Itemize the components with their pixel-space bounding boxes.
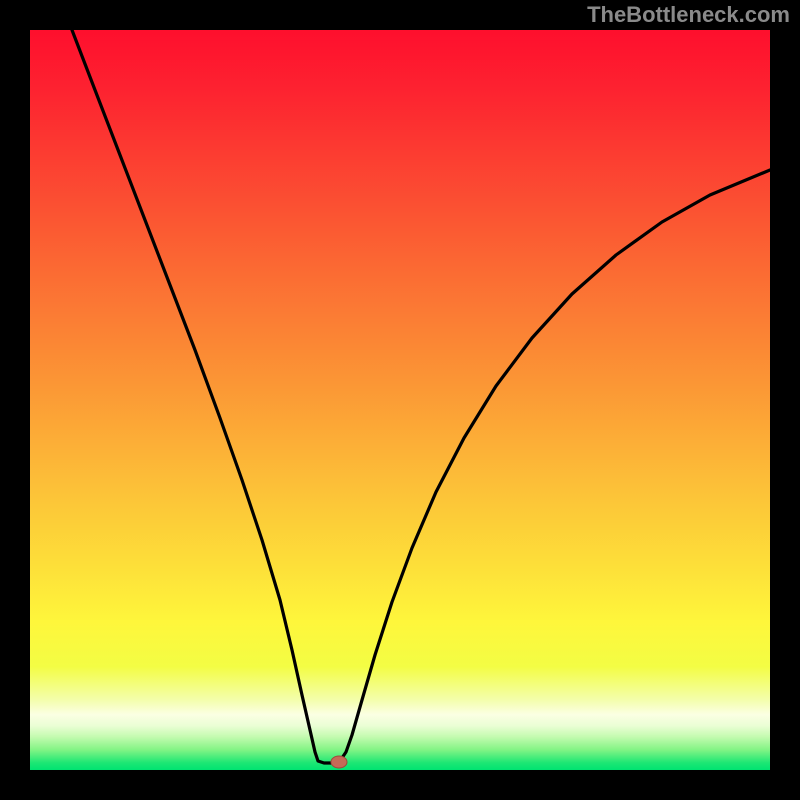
- watermark-text: TheBottleneck.com: [587, 2, 790, 28]
- plot-area: [30, 30, 770, 770]
- minimum-marker: [331, 756, 347, 768]
- chart-frame: TheBottleneck.com: [0, 0, 800, 800]
- gradient-background: [30, 30, 770, 770]
- chart-svg: [30, 30, 770, 770]
